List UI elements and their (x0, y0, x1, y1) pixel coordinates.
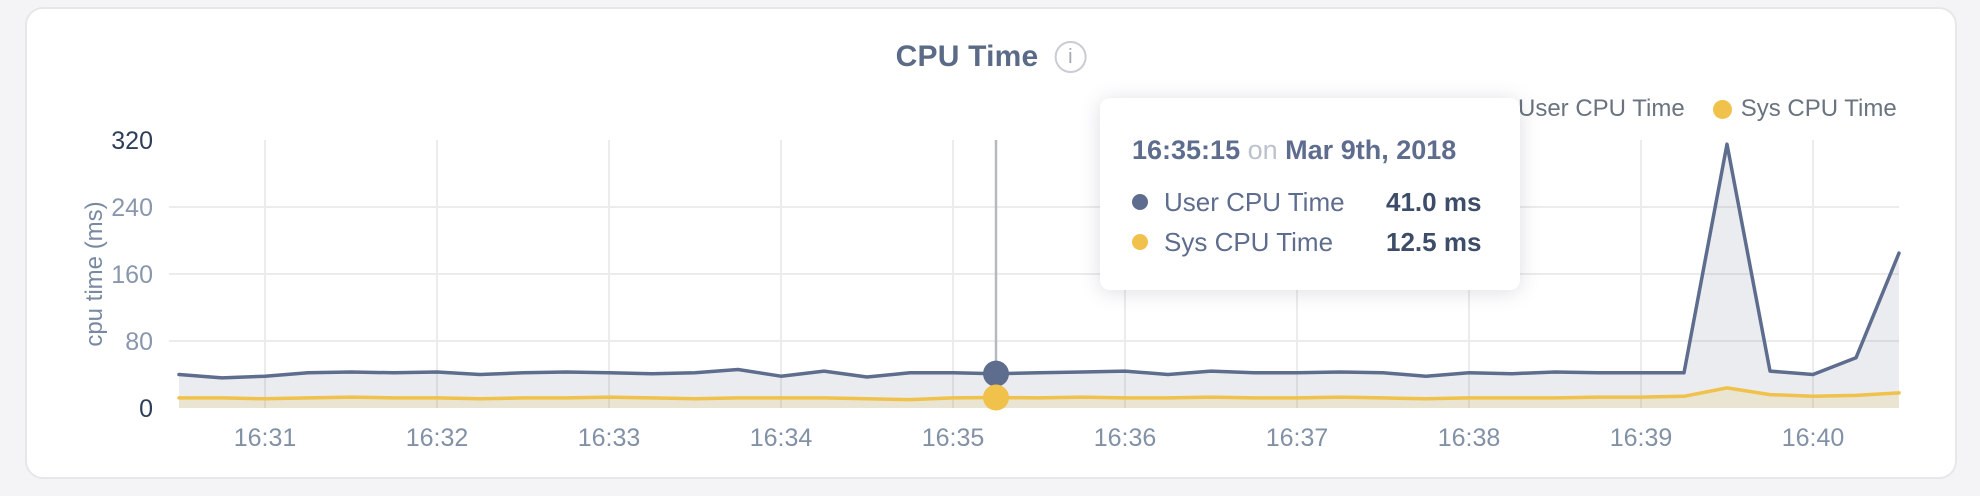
x-axis-tick-label: 16:37 (1266, 424, 1329, 452)
user-cpu-area (179, 144, 1899, 408)
legend-item-sys-cpu-time[interactable]: Sys CPU Time (1712, 95, 1897, 123)
info-icon[interactable]: i (1054, 41, 1087, 73)
plot-area[interactable] (179, 140, 1899, 408)
tooltip-series-value: 41.0 ms (1386, 186, 1482, 217)
x-axis-tick-label: 16:38 (1438, 424, 1501, 452)
x-axis-tick-label: 16:36 (1094, 424, 1157, 452)
legend: User CPU Time Sys CPU Time (1490, 95, 1897, 123)
y-axis-title: cpu time (ms) (81, 201, 108, 347)
legend-label: User CPU Time (1518, 95, 1685, 122)
user-cpu-dot-icon (1132, 194, 1148, 210)
y-axis-tick-label: 320 (111, 127, 153, 155)
y-axis-tick-label: 0 (139, 395, 153, 423)
tooltip-row-sys: Sys CPU Time 12.5 ms (1132, 222, 1488, 262)
hover-tooltip: 16:35:15 on Mar 9th, 2018 User CPU Time … (1100, 98, 1520, 290)
tooltip-time: 16:35:15 (1132, 135, 1241, 165)
sys-marker-dot (983, 384, 1009, 411)
user-cpu-line (177, 142, 1901, 380)
y-axis-tick-label: 80 (125, 328, 153, 356)
y-axis-tick-label: 160 (111, 261, 153, 289)
tooltip-series-label: Sys CPU Time (1164, 226, 1334, 257)
tooltip-row-user: User CPU Time 41.0 ms (1132, 182, 1488, 222)
x-axis-tick-label: 16:39 (1610, 424, 1673, 452)
x-axis-tick-label: 16:35 (922, 424, 985, 452)
legend-label: Sys CPU Time (1740, 95, 1897, 122)
user-marker-dot (983, 360, 1009, 387)
x-axis-tick-label: 16:31 (234, 424, 297, 452)
tooltip-series-value: 12.5 ms (1386, 226, 1482, 257)
sys-cpu-legend-dot-icon (1712, 99, 1732, 119)
x-axis-tick-label: 16:40 (1782, 424, 1845, 452)
y-axis-tick-label: 240 (111, 194, 153, 222)
tooltip-title: 16:35:15 on Mar 9th, 2018 (1132, 134, 1488, 166)
page-title: CPU Time (895, 40, 1039, 73)
tooltip-series-label: User CPU Time (1164, 186, 1345, 217)
chart-header: CPU Time i (896, 40, 1087, 74)
sys-cpu-dot-icon (1132, 234, 1148, 250)
x-axis-tick-label: 16:34 (750, 424, 813, 452)
sys-cpu-line (177, 386, 1901, 402)
x-axis-tick-label: 16:33 (578, 424, 641, 452)
x-axis-tick-label: 16:32 (406, 424, 469, 452)
tooltip-date: Mar 9th, 2018 (1285, 135, 1457, 165)
tooltip-separator: on (1247, 135, 1278, 165)
